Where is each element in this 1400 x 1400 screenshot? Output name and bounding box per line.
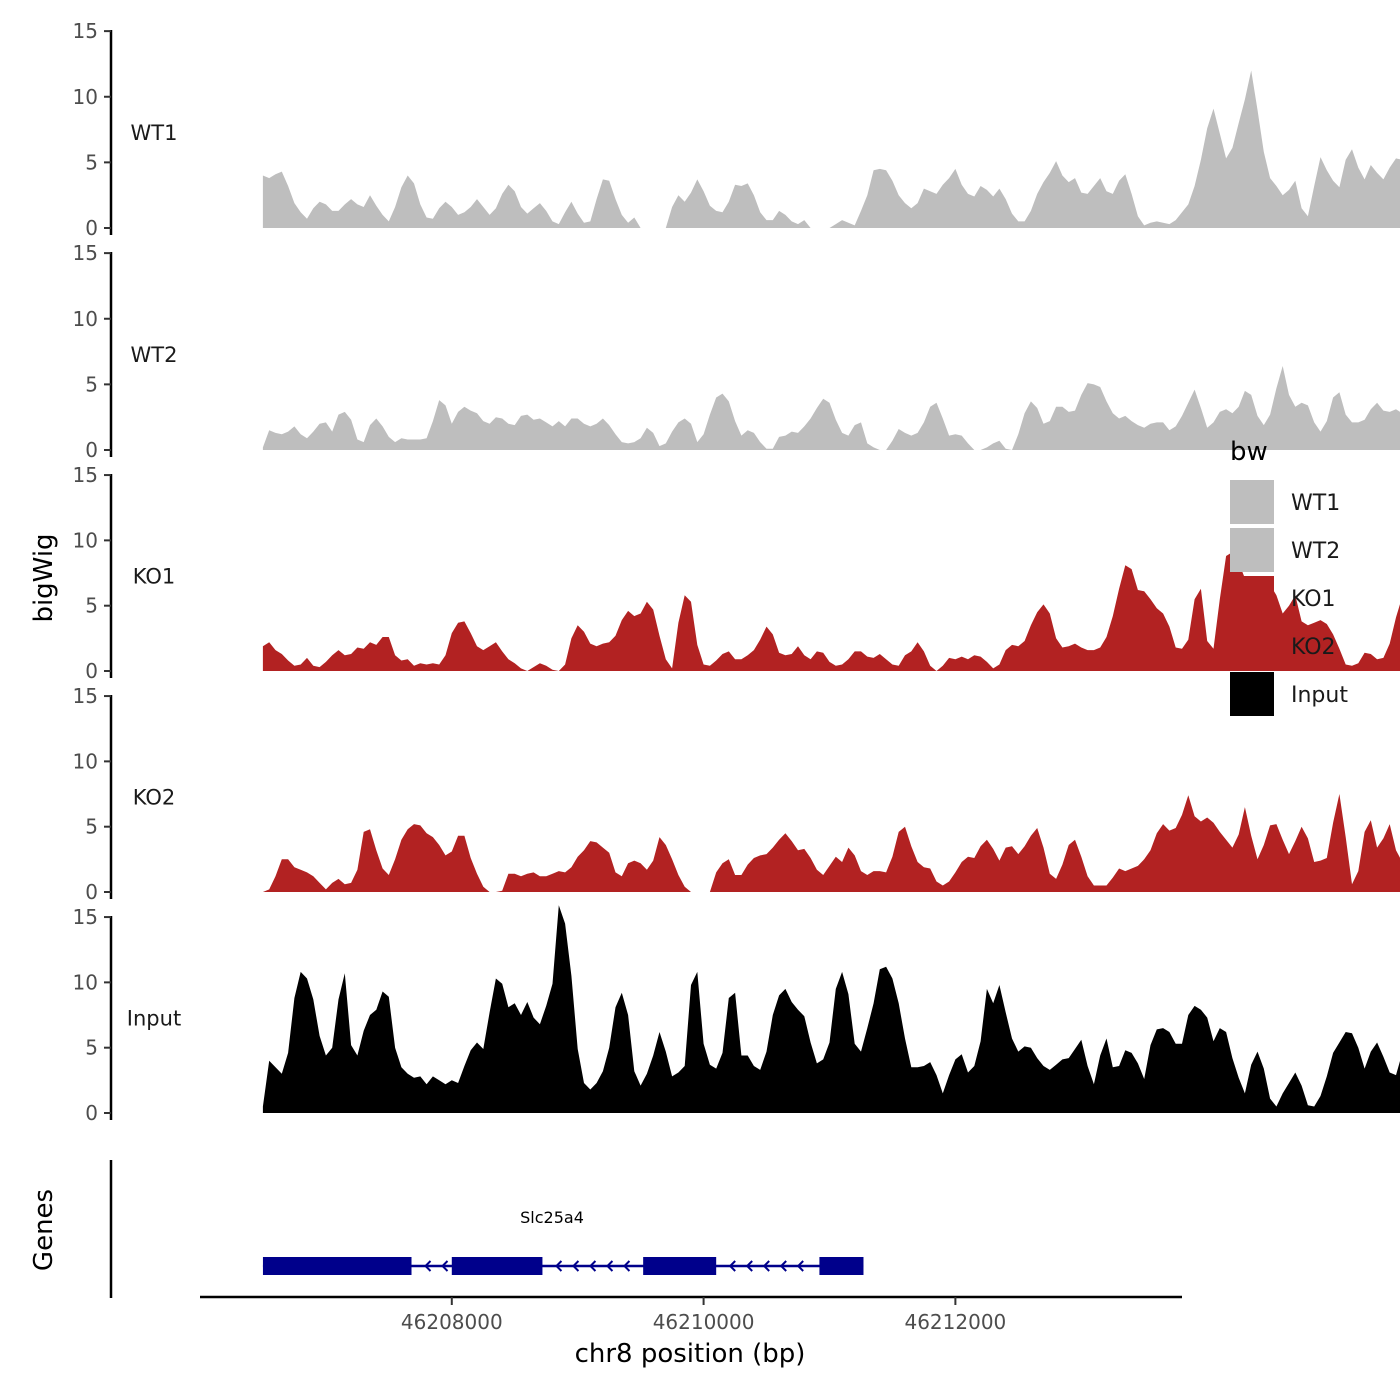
legend-swatch-input [1230, 672, 1274, 716]
gene-label: Slc25a4 [520, 1208, 584, 1227]
y-tick-label: 5 [85, 594, 98, 618]
track-ko2: 0 5 10 15 KO2 [73, 684, 1400, 904]
signal-area-ko1 [262, 552, 1400, 671]
y-tick-label: 10 [73, 528, 98, 552]
gene-slc25a4: Slc25a4 [262, 1208, 864, 1275]
legend-swatch-wt1 [1230, 480, 1274, 524]
strand-arrow [589, 1260, 597, 1272]
signal-area-input [262, 905, 1400, 1113]
y-tick-label: 15 [73, 684, 98, 708]
legend-title: bw [1230, 437, 1268, 467]
track-label-input: Input [127, 1007, 181, 1031]
legend-label-input: Input [1291, 683, 1348, 708]
y-tick-label: 15 [73, 905, 98, 929]
track-label-wt1: WT1 [131, 121, 178, 145]
y-tick-label: 5 [85, 1036, 98, 1060]
genes-axis-title: Genes [29, 1189, 59, 1271]
legend-swatch-ko1 [1230, 576, 1274, 620]
y-tick-label: 0 [85, 659, 98, 683]
gene-exon [262, 1257, 412, 1275]
y-tick-label: 15 [73, 241, 98, 265]
y-tick-label: 10 [73, 970, 98, 994]
x-tick-label: 46208000 [401, 1310, 503, 1334]
y-tick-label: 0 [85, 438, 98, 462]
x-axis: 46208000 46210000 46212000 [200, 1295, 1182, 1334]
y-tick-label: 5 [85, 150, 98, 174]
y-tick-label: 0 [85, 216, 98, 240]
track-wt1: 0 5 10 15 WT1 [73, 19, 1400, 240]
track-label-wt2: WT2 [131, 343, 178, 367]
y-tick-label: 15 [73, 463, 98, 487]
track-ko1: 0 5 10 15 KO1 [73, 463, 1400, 683]
y-tick-label: 10 [73, 307, 98, 331]
signal-area-wt2 [262, 366, 1400, 450]
y-tick-label: 0 [85, 880, 98, 904]
legend-label-ko1: KO1 [1291, 587, 1336, 612]
signal-area-ko2 [262, 794, 1400, 892]
strand-arrow [424, 1260, 432, 1272]
gene-exon [451, 1257, 543, 1275]
legend-label-wt1: WT1 [1291, 491, 1340, 516]
gene-annotation-panel: Slc25a4 [109, 1160, 864, 1298]
legend-swatch-ko2 [1230, 624, 1274, 668]
x-tick-label: 46212000 [904, 1310, 1006, 1334]
legend-label-ko2: KO2 [1291, 635, 1336, 660]
strand-arrow [728, 1260, 736, 1272]
y-axis-title: bigWig [29, 533, 59, 622]
legend-label-wt2: WT2 [1291, 539, 1340, 564]
track-wt2: 0 5 10 15 WT2 [73, 241, 1400, 462]
strand-arrow [796, 1260, 804, 1272]
legend: bw WT1 WT2 KO1 KO2 Input [1230, 437, 1348, 716]
gene-exon [819, 1257, 864, 1275]
y-tick-label: 10 [73, 85, 98, 109]
legend-swatch-wt2 [1230, 528, 1274, 572]
y-tick-label: 5 [85, 372, 98, 396]
track-label-ko1: KO1 [133, 565, 176, 589]
strand-arrow [745, 1260, 753, 1272]
strand-arrow [441, 1260, 449, 1272]
strand-arrow [572, 1260, 580, 1272]
track-input: 0 5 10 15 Input [73, 905, 1400, 1125]
track-panels: 0 5 10 15 WT1 0 5 10 15 WT2 0 5 10 15 KO1 0 5 10 15 KO2 0 5 10… [73, 19, 1400, 1125]
gene-exon [643, 1257, 717, 1275]
y-tick-label: 15 [73, 19, 98, 43]
y-tick-label: 0 [85, 1101, 98, 1125]
signal-area-wt1 [262, 70, 1400, 228]
strand-arrow [623, 1260, 631, 1272]
strand-arrow [762, 1260, 770, 1272]
y-tick-label: 5 [85, 815, 98, 839]
strand-arrow [555, 1260, 563, 1272]
x-axis-title: chr8 position (bp) [575, 1339, 806, 1369]
track-label-ko2: KO2 [133, 786, 176, 810]
x-tick-label: 46210000 [653, 1310, 755, 1334]
strand-arrow [606, 1260, 614, 1272]
strand-arrow [779, 1260, 787, 1272]
y-tick-label: 10 [73, 749, 98, 773]
